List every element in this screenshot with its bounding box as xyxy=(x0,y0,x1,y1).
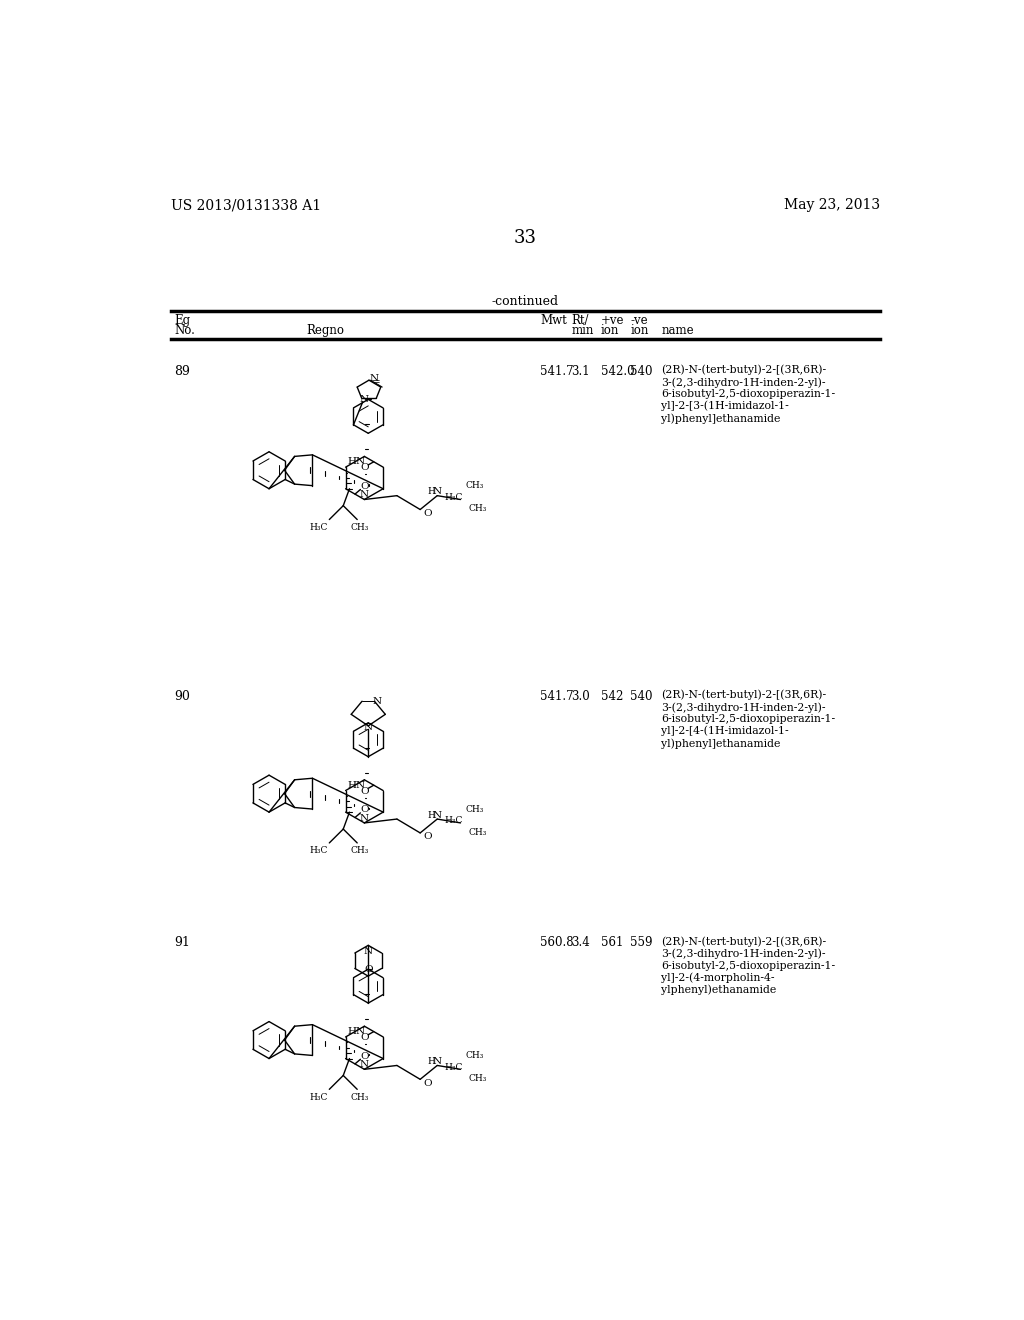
Text: 560.8: 560.8 xyxy=(541,936,573,949)
Text: (2R)-N-(tert-butyl)-2-[(3R,6R)-
3-(2,3-dihydro-1H-inden-2-yl)-
6-isobutyl-2,5-di: (2R)-N-(tert-butyl)-2-[(3R,6R)- 3-(2,3-d… xyxy=(662,689,836,748)
Text: H₃C: H₃C xyxy=(309,846,328,855)
Text: name: name xyxy=(662,323,694,337)
Text: H: H xyxy=(427,487,435,496)
Text: 542.0: 542.0 xyxy=(601,364,635,378)
Text: N: N xyxy=(433,487,441,496)
Text: O: O xyxy=(360,1034,369,1043)
Text: =: = xyxy=(373,378,381,387)
Text: 3.1: 3.1 xyxy=(571,364,590,378)
Text: 3.0: 3.0 xyxy=(571,689,590,702)
Text: O: O xyxy=(360,787,369,796)
Text: H₃C: H₃C xyxy=(444,1063,463,1072)
Text: ion: ion xyxy=(630,323,648,337)
Text: min: min xyxy=(571,323,594,337)
Text: Regno: Regno xyxy=(306,323,344,337)
Text: HN: HN xyxy=(347,457,366,466)
Text: O: O xyxy=(424,833,432,841)
Text: 561: 561 xyxy=(601,936,624,949)
Text: 559: 559 xyxy=(630,936,652,949)
Text: H₃C: H₃C xyxy=(309,1093,328,1101)
Text: O: O xyxy=(364,965,373,974)
Text: H: H xyxy=(427,810,435,820)
Text: +ve: +ve xyxy=(601,314,625,327)
Text: 91: 91 xyxy=(174,936,190,949)
Text: O: O xyxy=(360,805,369,814)
Text: CH₃: CH₃ xyxy=(465,482,483,490)
Text: CH₃: CH₃ xyxy=(350,523,369,532)
Text: 540: 540 xyxy=(630,364,652,378)
Text: CH₃: CH₃ xyxy=(350,1093,369,1101)
Text: CH₃: CH₃ xyxy=(468,504,486,513)
Text: CH₃: CH₃ xyxy=(468,1074,486,1082)
Text: H₃C: H₃C xyxy=(444,816,463,825)
Text: HN: HN xyxy=(347,1027,366,1036)
Text: N: N xyxy=(359,395,369,404)
Text: 541.7: 541.7 xyxy=(541,364,573,378)
Text: CH₃: CH₃ xyxy=(465,805,483,813)
Text: N: N xyxy=(359,491,369,499)
Text: Rt/: Rt/ xyxy=(571,314,589,327)
Text: O: O xyxy=(360,482,369,491)
Text: 33: 33 xyxy=(513,230,537,247)
Text: N: N xyxy=(364,723,373,731)
Text: 3.4: 3.4 xyxy=(571,936,590,949)
Text: Mwt: Mwt xyxy=(541,314,567,327)
Text: N: N xyxy=(373,697,382,706)
Text: N: N xyxy=(433,810,441,820)
Text: O: O xyxy=(360,463,369,473)
Text: 540: 540 xyxy=(630,689,652,702)
Text: N: N xyxy=(359,814,369,822)
Text: -ve: -ve xyxy=(630,314,648,327)
Text: (2R)-N-(tert-butyl)-2-[(3R,6R)-
3-(2,3-dihydro-1H-inden-2-yl)-
6-isobutyl-2,5-di: (2R)-N-(tert-butyl)-2-[(3R,6R)- 3-(2,3-d… xyxy=(662,936,836,995)
Text: O: O xyxy=(360,1052,369,1061)
Text: N: N xyxy=(433,1057,441,1067)
Text: O: O xyxy=(424,1078,432,1088)
Text: CH₃: CH₃ xyxy=(468,828,486,837)
Text: -continued: -continued xyxy=(492,296,558,309)
Text: N: N xyxy=(359,1060,369,1069)
Text: 541.7: 541.7 xyxy=(541,689,573,702)
Text: Eg: Eg xyxy=(174,314,190,327)
Text: ion: ion xyxy=(601,323,620,337)
Text: O: O xyxy=(424,510,432,517)
Text: H: H xyxy=(427,1057,435,1067)
Text: H₃C: H₃C xyxy=(309,523,328,532)
Text: US 2013/0131338 A1: US 2013/0131338 A1 xyxy=(171,198,321,213)
Text: May 23, 2013: May 23, 2013 xyxy=(783,198,880,213)
Text: CH₃: CH₃ xyxy=(350,846,369,855)
Text: 90: 90 xyxy=(174,689,190,702)
Text: No.: No. xyxy=(174,323,196,337)
Text: 542: 542 xyxy=(601,689,624,702)
Text: CH₃: CH₃ xyxy=(465,1051,483,1060)
Text: HN: HN xyxy=(347,780,366,789)
Text: N: N xyxy=(369,374,378,383)
Text: N: N xyxy=(364,946,373,956)
Text: H₃C: H₃C xyxy=(444,492,463,502)
Text: (2R)-N-(tert-butyl)-2-[(3R,6R)-
3-(2,3-dihydro-1H-inden-2-yl)-
6-isobutyl-2,5-di: (2R)-N-(tert-butyl)-2-[(3R,6R)- 3-(2,3-d… xyxy=(662,364,836,424)
Text: 89: 89 xyxy=(174,364,190,378)
